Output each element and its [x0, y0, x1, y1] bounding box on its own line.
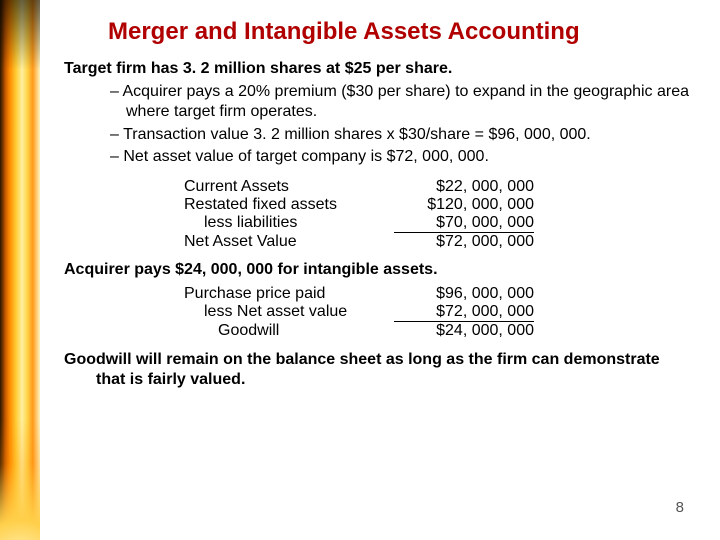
row-value: $96, 000, 000 [394, 285, 534, 303]
row-label: Net Asset Value [184, 233, 394, 251]
bullet-list: Acquirer pays a 20% premium ($30 per sha… [110, 82, 692, 168]
net-asset-calc-table: Current Assets $22, 000, 000 Restated fi… [184, 178, 692, 251]
table-row: Current Assets $22, 000, 000 [184, 178, 692, 196]
lead-line: Target firm has 3. 2 million shares at $… [64, 60, 692, 78]
row-label: Goodwill [184, 322, 394, 340]
intangible-assets-statement: Acquirer pays $24, 000, 000 for intangib… [64, 261, 692, 279]
row-label: Current Assets [184, 178, 394, 196]
row-label: Restated fixed assets [184, 196, 394, 214]
row-label: Purchase price paid [184, 285, 394, 303]
page-number: 8 [676, 499, 684, 516]
row-value: $70, 000, 000 [394, 214, 534, 233]
row-value: $72, 000, 000 [394, 303, 534, 322]
table-row: less Net asset value $72, 000, 000 [184, 303, 692, 322]
row-value: $120, 000, 000 [394, 196, 534, 214]
row-value: $72, 000, 000 [394, 233, 534, 251]
row-value: $24, 000, 000 [394, 322, 534, 340]
bullet-item: Net asset value of target company is $72… [110, 147, 692, 167]
row-label: less Net asset value [184, 303, 394, 322]
slide-content: Merger and Intangible Assets Accounting … [40, 0, 720, 540]
table-row: Goodwill $24, 000, 000 [184, 322, 692, 340]
goodwill-calc-table: Purchase price paid $96, 000, 000 less N… [184, 285, 692, 340]
row-value: $22, 000, 000 [394, 178, 534, 196]
table-row: Net Asset Value $72, 000, 000 [184, 233, 692, 251]
table-row: less liabilities $70, 000, 000 [184, 214, 692, 233]
row-label: less liabilities [184, 214, 394, 233]
table-row: Purchase price paid $96, 000, 000 [184, 285, 692, 303]
slide-title: Merger and Intangible Assets Accounting [108, 18, 692, 46]
closing-statement: Goodwill will remain on the balance shee… [96, 350, 692, 391]
table-row: Restated fixed assets $120, 000, 000 [184, 196, 692, 214]
decorative-flame-strip [0, 0, 40, 540]
bullet-item: Transaction value 3. 2 million shares x … [110, 125, 692, 145]
bullet-item: Acquirer pays a 20% premium ($30 per sha… [110, 82, 692, 123]
